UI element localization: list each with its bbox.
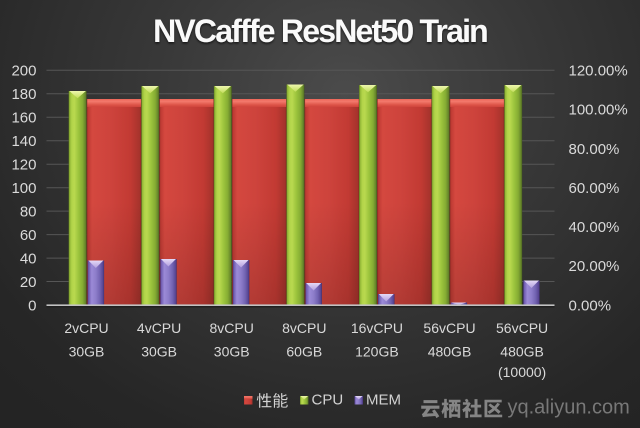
svg-text:NVCafffe ResNet50 Train: NVCafffe ResNet50 Train [153, 13, 487, 49]
svg-text:(10000): (10000) [498, 364, 546, 380]
svg-text:100: 100 [11, 180, 36, 197]
svg-text:120: 120 [11, 157, 36, 174]
svg-text:60GB: 60GB [286, 344, 322, 360]
svg-text:200: 200 [11, 63, 36, 80]
svg-text:40.00%: 40.00% [569, 219, 620, 236]
svg-text:8vCPU: 8vCPU [210, 320, 254, 336]
svg-text:120.00%: 120.00% [569, 63, 628, 80]
svg-text:30GB: 30GB [69, 344, 105, 360]
svg-text:56vCPU: 56vCPU [423, 320, 475, 336]
svg-text:160: 160 [11, 110, 36, 127]
svg-text:0: 0 [28, 297, 36, 314]
svg-text:16vCPU: 16vCPU [351, 320, 403, 336]
svg-text:100.00%: 100.00% [569, 102, 628, 119]
svg-text:20.00%: 20.00% [569, 258, 620, 275]
svg-text:20: 20 [20, 274, 37, 291]
svg-text:yq.aliyun.com: yq.aliyun.com [508, 397, 630, 419]
svg-text:30GB: 30GB [141, 344, 177, 360]
svg-text:2vCPU: 2vCPU [64, 320, 108, 336]
svg-text:40: 40 [20, 250, 37, 267]
svg-text:56vCPU: 56vCPU [496, 320, 548, 336]
svg-text:MEM: MEM [366, 392, 401, 409]
svg-text:480GB: 480GB [500, 344, 544, 360]
svg-text:0.00%: 0.00% [569, 297, 612, 314]
svg-text:CPU: CPU [312, 392, 344, 409]
svg-text:30GB: 30GB [214, 344, 250, 360]
svg-text:8vCPU: 8vCPU [282, 320, 326, 336]
svg-text:60.00%: 60.00% [569, 180, 620, 197]
svg-text:120GB: 120GB [355, 344, 399, 360]
svg-text:80.00%: 80.00% [569, 141, 620, 158]
svg-text:80: 80 [20, 203, 37, 220]
svg-text:180: 180 [11, 86, 36, 103]
svg-text:480GB: 480GB [428, 344, 472, 360]
svg-text:60: 60 [20, 227, 37, 244]
svg-text:140: 140 [11, 133, 36, 150]
svg-text:4vCPU: 4vCPU [137, 320, 181, 336]
